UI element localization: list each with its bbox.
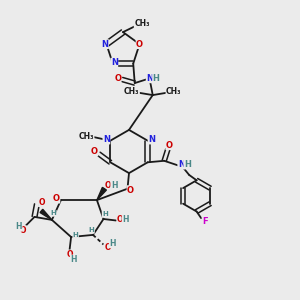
Text: O: O (127, 186, 134, 195)
Text: O: O (66, 250, 73, 259)
Text: CH₃: CH₃ (134, 19, 150, 28)
Text: F: F (202, 217, 208, 226)
Text: O: O (114, 74, 121, 83)
Text: H: H (111, 181, 117, 190)
Text: CH₃: CH₃ (124, 87, 140, 96)
Text: N: N (178, 160, 185, 169)
Text: H: H (16, 222, 22, 231)
Text: N: N (103, 135, 110, 144)
Text: O: O (53, 194, 60, 203)
Text: H: H (153, 74, 160, 83)
Text: H: H (122, 215, 129, 224)
Text: H: H (88, 227, 94, 233)
Text: O: O (20, 226, 26, 235)
Text: O: O (38, 198, 45, 207)
Text: O: O (105, 181, 111, 190)
Text: CH₃: CH₃ (79, 132, 94, 141)
Text: O: O (104, 243, 111, 252)
Text: H: H (73, 232, 79, 238)
Text: N: N (148, 135, 155, 144)
Text: O: O (166, 141, 173, 150)
Text: N: N (111, 58, 118, 67)
Polygon shape (40, 209, 52, 220)
Text: H: H (70, 255, 77, 264)
Text: H: H (102, 212, 108, 218)
Text: H: H (109, 239, 116, 248)
Text: N: N (101, 40, 109, 49)
Text: O: O (136, 40, 143, 49)
Text: O: O (117, 215, 123, 224)
Text: H: H (184, 160, 191, 169)
Text: O: O (91, 147, 98, 156)
Text: N: N (146, 74, 153, 83)
Text: H: H (50, 210, 56, 216)
Text: CH₃: CH₃ (166, 87, 182, 96)
Polygon shape (97, 188, 106, 200)
